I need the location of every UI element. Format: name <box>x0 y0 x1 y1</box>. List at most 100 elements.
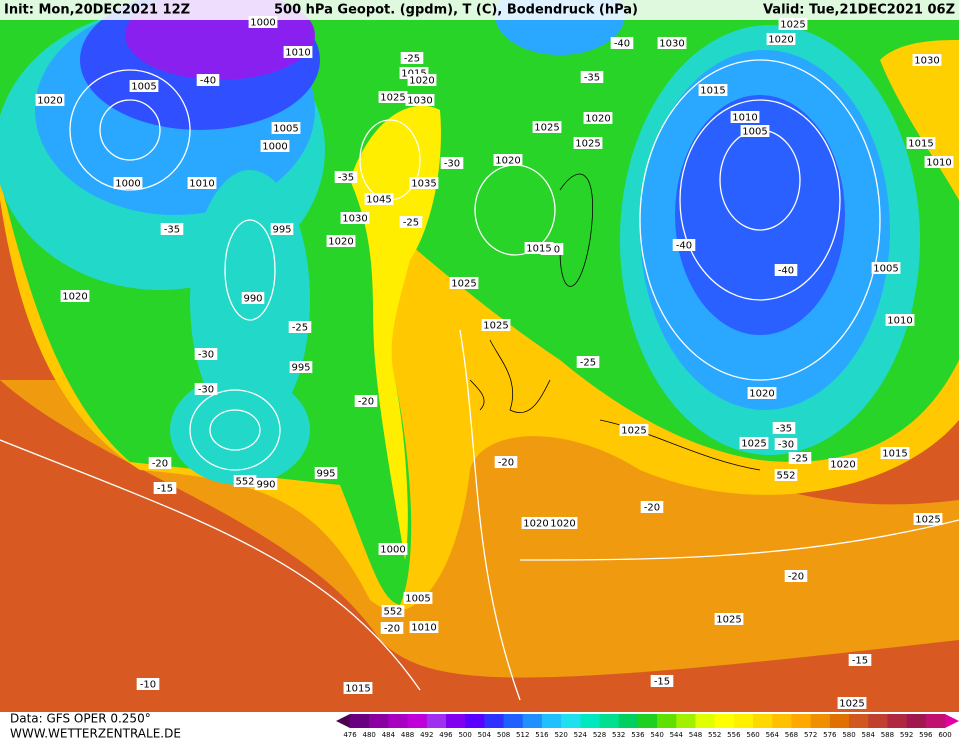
map-label: 552 <box>235 477 254 488</box>
label-box <box>405 94 435 106</box>
site: WWW.WETTERZENTRALE.DE <box>10 727 181 741</box>
label-box <box>481 319 511 331</box>
colorbar-label: 516 <box>535 731 549 739</box>
valid-time: Valid: Tue,21DEC2021 06Z <box>763 3 955 18</box>
label-box <box>241 292 265 304</box>
label-box <box>730 111 760 123</box>
colorbar-cell <box>541 714 562 728</box>
label-box <box>380 622 404 634</box>
map-label: -20 <box>358 397 374 408</box>
map-label: 1025 <box>741 439 766 450</box>
label-box <box>774 469 798 481</box>
map-label: 1025 <box>915 515 940 526</box>
colorbar-label: 532 <box>612 731 625 739</box>
label-box <box>906 137 936 149</box>
label-box <box>283 46 313 58</box>
map-label: 1010 <box>285 48 310 59</box>
init-time: Init: Mon,20DEC2021 12Z <box>4 3 190 18</box>
map-label: -30 <box>778 440 794 451</box>
label-box <box>399 216 423 228</box>
map-label: 1025 <box>716 615 741 626</box>
colorbar-cell <box>925 714 946 728</box>
colorbar-label: 504 <box>478 731 492 739</box>
map-label: 1025 <box>575 139 600 150</box>
colorbar-cell <box>733 714 754 728</box>
map-label: 1020 <box>37 96 62 107</box>
label-box <box>524 242 554 254</box>
colorbar-label: 572 <box>804 731 817 739</box>
label-box <box>766 33 796 45</box>
label-box <box>400 52 424 64</box>
label-box <box>160 223 184 235</box>
label-box <box>381 605 405 617</box>
label-box <box>650 675 674 687</box>
map-label: -20 <box>384 624 400 635</box>
colorbar-cell <box>350 714 370 728</box>
colorbar-label: 536 <box>631 731 645 739</box>
map-label: 1025 <box>839 699 864 710</box>
colorbar-cell <box>791 714 812 728</box>
label-box <box>924 156 954 168</box>
label-box <box>912 54 942 66</box>
isobars <box>0 59 959 701</box>
map-label: 552 <box>383 607 402 618</box>
label-box <box>837 697 867 709</box>
colorbar-label: 592 <box>900 731 913 739</box>
label-box <box>739 437 769 449</box>
colorbar-cell <box>887 714 908 728</box>
label-box <box>354 395 378 407</box>
label-box <box>828 458 858 470</box>
map-labels: 1000 1010 1005 -40 1020 1000 1010 1005 1000 -35 99… <box>35 16 954 710</box>
map-label: -30 <box>198 385 214 396</box>
map-label: -25 <box>792 454 808 465</box>
map-label: -35 <box>338 173 354 184</box>
colorbar-end <box>945 714 959 728</box>
map-label: 1010 <box>189 179 214 190</box>
label-box <box>129 80 159 92</box>
map-label: 1005 <box>405 594 430 605</box>
colorbar-cell <box>599 714 620 728</box>
colorbar-label: 560 <box>746 731 759 739</box>
label-box <box>774 438 798 450</box>
label-box <box>657 37 687 49</box>
label-box <box>449 277 479 289</box>
map-label: -35 <box>776 424 792 435</box>
colorbar-label: 484 <box>382 731 396 739</box>
map-label: 1020 <box>409 76 434 87</box>
colorbar: 476 480 484 488 492 496 500 504 508 512 516 520 524 5… <box>336 714 959 739</box>
colorbar-label: 568 <box>785 731 798 739</box>
map-label: 1020 <box>768 35 793 46</box>
colorbar-cell <box>388 714 409 728</box>
colorbar-cell <box>618 714 639 728</box>
label-box <box>774 264 798 276</box>
label-box <box>714 613 744 625</box>
colorbar-label: 580 <box>842 731 855 739</box>
map-field <box>0 0 959 712</box>
map-label: 1000 <box>262 142 287 153</box>
map-label: -15 <box>852 656 868 667</box>
map-label: 1020 <box>328 237 353 248</box>
label-box <box>548 517 578 529</box>
data-source: Data: GFS OPER 0.250° <box>10 712 151 726</box>
label-box <box>378 543 408 555</box>
map-label: -35 <box>584 73 600 84</box>
header-band <box>0 0 959 20</box>
map-label: -25 <box>580 358 596 369</box>
label-box <box>343 682 373 694</box>
label-box <box>148 457 172 469</box>
map-label: -40 <box>614 39 630 50</box>
colorbar-cell <box>695 714 716 728</box>
map-label: 1005 <box>742 127 767 138</box>
label-box <box>788 452 812 464</box>
colorbar-label: 544 <box>670 731 684 739</box>
colorbar-cell <box>369 714 389 728</box>
label-box <box>880 447 910 459</box>
colorbar-cell <box>868 714 888 728</box>
label-box <box>364 193 394 205</box>
colorbar-end <box>336 714 350 728</box>
map-label: -20 <box>152 459 168 470</box>
colorbar-cell <box>637 714 658 728</box>
label-box <box>136 678 160 690</box>
colorbar-label: 476 <box>343 731 357 739</box>
map-label: 1025 <box>534 123 559 134</box>
